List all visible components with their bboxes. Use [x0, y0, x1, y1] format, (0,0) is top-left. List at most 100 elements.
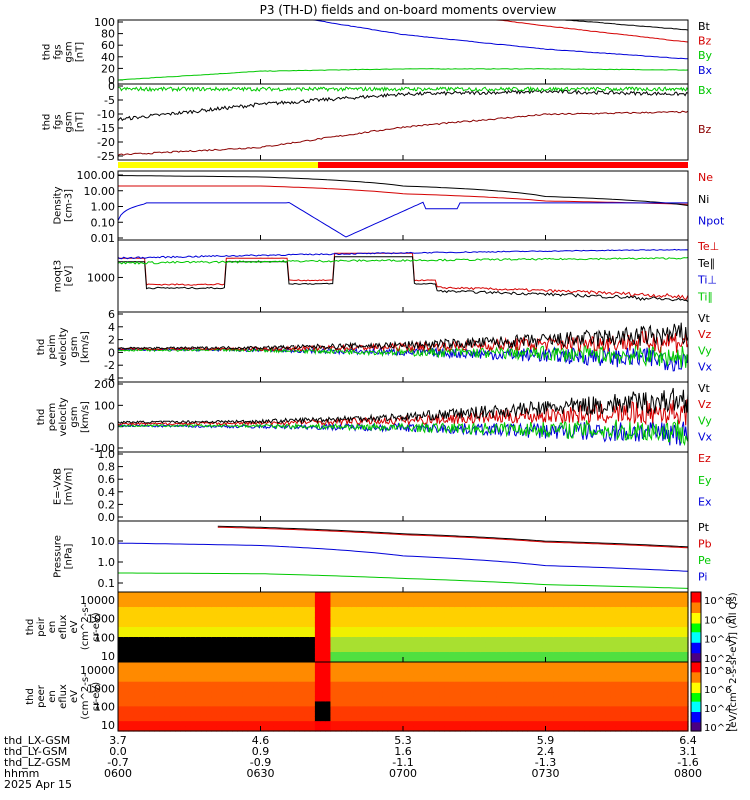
spectrogram-cell — [320, 632, 326, 638]
spectrogram-cell — [335, 686, 342, 693]
spectrogram-cell — [579, 642, 585, 648]
spectrogram-cell — [563, 681, 570, 688]
spectrogram-cell — [211, 607, 218, 613]
spectrogram-cell — [485, 632, 492, 638]
colorbar-band — [691, 713, 701, 717]
spectrogram-cell — [371, 671, 378, 678]
spectrogram-cell — [465, 701, 471, 707]
spectrogram-cell — [475, 721, 482, 727]
ylabel-line: fgs — [53, 44, 64, 59]
spectrogram-cell — [579, 666, 585, 673]
spectrogram-cell — [143, 662, 150, 668]
spectrogram-cell — [159, 716, 166, 722]
spectrogram-cell — [615, 607, 622, 613]
spectrogram-cell — [558, 726, 565, 732]
spectrogram-cell — [138, 637, 145, 643]
spectrogram-cell — [656, 592, 663, 598]
spectrogram-cell — [289, 592, 295, 598]
spectrogram-cell — [320, 627, 326, 633]
spectrogram-cell — [320, 657, 326, 663]
spectrogram-cell — [180, 632, 186, 638]
spectrogram-cell — [211, 671, 218, 678]
colorbar-band — [691, 599, 701, 602]
spectrogram-cell — [185, 706, 192, 712]
spectrogram-cell — [221, 696, 228, 703]
spectrogram-cell — [356, 642, 363, 648]
spectrogram-cell — [190, 701, 197, 707]
spectrogram-cell — [325, 676, 332, 683]
spectrogram-cell — [226, 607, 233, 613]
spectrogram-cell — [299, 696, 306, 703]
spectrogram-cell — [449, 662, 456, 668]
spectrogram-cell — [361, 686, 368, 693]
spectrogram-cell — [263, 686, 269, 693]
spectrogram-cell — [485, 602, 492, 608]
spectrogram-cell — [397, 726, 404, 732]
spectrogram-cell — [346, 657, 352, 663]
spectrogram-cell — [185, 676, 192, 683]
spectrogram-cell — [143, 632, 150, 638]
spectrogram-cell — [434, 602, 440, 608]
spectrogram-cell — [211, 652, 218, 658]
spectrogram-cell — [169, 647, 176, 653]
ytick-label: 1000 — [87, 613, 115, 626]
spectrogram-cell — [656, 711, 663, 717]
spectrogram-cell — [226, 686, 233, 693]
spectrogram-cell — [320, 612, 326, 618]
spectrogram-cell — [118, 662, 124, 668]
spectrogram-cell — [480, 617, 487, 623]
spectrogram-cell — [299, 681, 306, 688]
spectrogram-cell — [599, 681, 606, 688]
spectrogram-cell — [247, 627, 254, 633]
spectrogram-cell — [610, 622, 617, 628]
spectrogram-cell — [283, 671, 290, 678]
spectrogram-cell — [615, 666, 622, 673]
spectrogram-cell — [387, 592, 394, 598]
spectrogram-cell — [605, 637, 611, 643]
ytick-label: 1.0 — [98, 448, 116, 461]
spectrogram-cell — [527, 721, 534, 727]
spectrogram-cell — [268, 602, 275, 608]
spectrogram-cell — [242, 612, 249, 618]
spectrogram-cell — [511, 597, 518, 603]
spectrogram-cell — [216, 676, 223, 683]
spectrogram-cell — [574, 602, 580, 608]
spectrogram-cell — [501, 642, 508, 648]
colorbar-band — [691, 703, 701, 706]
spectrogram-cell — [558, 716, 565, 722]
spectrogram-cell — [501, 647, 508, 653]
spectrogram-cell — [200, 627, 207, 633]
spectrogram-cell — [340, 721, 347, 727]
spectrogram-cell — [247, 617, 254, 623]
spectrogram-cell — [169, 711, 176, 717]
spectrogram-cell — [506, 666, 513, 673]
spectrogram-cell — [263, 647, 269, 653]
spectrogram-cell — [677, 632, 684, 638]
spectrogram-cell — [356, 676, 363, 683]
spectrogram-cell — [537, 721, 544, 727]
spectrogram-cell — [517, 592, 523, 598]
spectrogram-cell — [175, 726, 181, 732]
spectrogram-cell — [278, 607, 285, 613]
spectrogram-cell — [641, 681, 648, 688]
spectrogram-cell — [501, 716, 508, 722]
spectrogram-cell — [589, 642, 596, 648]
spectrogram-cell — [651, 637, 658, 643]
spectrogram-cell — [501, 657, 508, 663]
spectrogram-cell — [169, 602, 176, 608]
spectrogram-cell — [377, 602, 383, 608]
spectrogram-cell — [605, 607, 611, 613]
spectrogram-cell — [418, 681, 425, 688]
spectrogram-cell — [605, 666, 611, 673]
spectrogram-cell — [325, 592, 332, 598]
spectrogram-cell — [428, 686, 435, 693]
spectrogram-cell — [408, 652, 414, 658]
spectrogram-cell — [294, 676, 300, 683]
spectrogram-cell — [320, 592, 326, 598]
spectrogram-cell — [599, 607, 606, 613]
spectrogram-cell — [470, 681, 477, 688]
spectrogram-cell — [610, 681, 617, 688]
spectrogram-cell — [511, 671, 518, 678]
spectrogram-cell — [226, 597, 233, 603]
ylabel-line: en — [47, 621, 58, 634]
